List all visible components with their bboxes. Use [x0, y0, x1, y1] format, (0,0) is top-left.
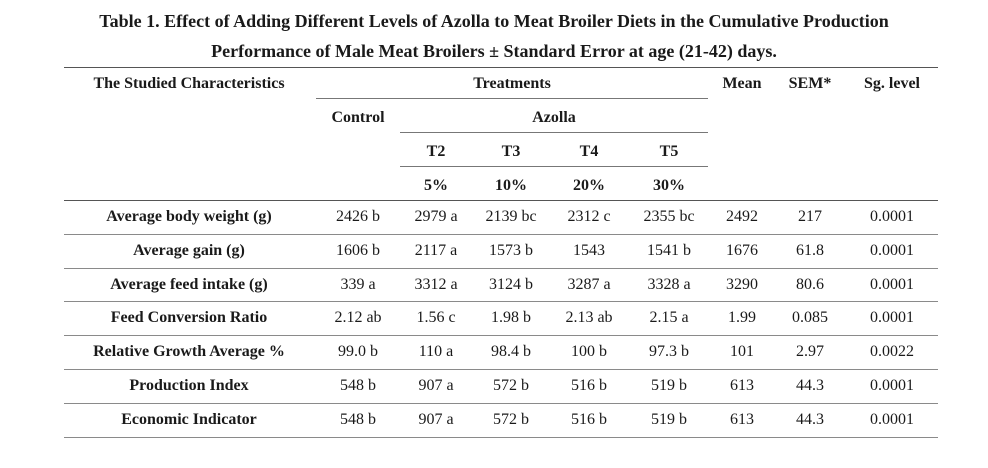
- header-level-3: 10%: [495, 177, 527, 194]
- cell-control: 99.0 b: [338, 343, 378, 360]
- cell-t4: 516 b: [571, 411, 607, 428]
- cell-sem: 0.085: [792, 309, 828, 326]
- cell-t4: 1543: [573, 242, 605, 259]
- caption-line-2: Performance of Male Meat Broilers ± Stan…: [211, 41, 777, 61]
- cell-sg-level: 0.0001: [870, 411, 914, 428]
- cell-mean: 613: [730, 411, 754, 428]
- cell-t3: 572 b: [493, 377, 529, 394]
- row-label: Relative Growth Average %: [93, 343, 285, 360]
- cell-mean: 101: [730, 343, 754, 360]
- row-divider: [64, 301, 938, 302]
- header-level-5: 30%: [653, 177, 685, 194]
- header-group-t2: T2: [426, 143, 446, 160]
- cell-t5: 3328 a: [647, 276, 691, 293]
- cell-t2: 907 a: [418, 411, 454, 428]
- cell-sg-level: 0.0001: [870, 377, 914, 394]
- cell-sg-level: 0.0001: [870, 208, 914, 225]
- cell-t3: 572 b: [493, 411, 529, 428]
- cell-t2: 1.56 c: [416, 309, 456, 326]
- cell-t3: 2139 bc: [485, 208, 537, 225]
- row-label: Average gain (g): [133, 242, 245, 259]
- cell-sem: 44.3: [796, 411, 824, 428]
- header-group-t3: T3: [501, 143, 521, 160]
- row-divider: [64, 268, 938, 269]
- cell-t4: 100 b: [571, 343, 607, 360]
- header-level-2: 5%: [424, 177, 448, 194]
- header-group-t5: T5: [659, 143, 679, 160]
- cell-mean: 3290: [726, 276, 758, 293]
- cell-sg-level: 0.0001: [870, 242, 914, 259]
- azolla-underline: [400, 132, 708, 133]
- cell-t5: 519 b: [651, 377, 687, 394]
- table-caption: Table 1. Effect of Adding Different Leve…: [0, 6, 988, 66]
- row-divider: [64, 335, 938, 336]
- header-sg-level: Sg. level: [864, 75, 920, 92]
- cell-control: 2426 b: [336, 208, 380, 225]
- cell-t2: 3312 a: [414, 276, 458, 293]
- cell-sem: 80.6: [796, 276, 824, 293]
- table-bottom-rule: [64, 437, 938, 438]
- cell-control: 1606 b: [336, 242, 380, 259]
- row-label: Production Index: [129, 377, 249, 394]
- header-control: Control: [331, 109, 385, 126]
- header-group-t4: T4: [579, 143, 599, 160]
- row-label: Economic Indicator: [121, 411, 257, 428]
- cell-t5: 519 b: [651, 411, 687, 428]
- cell-t5: 97.3 b: [649, 343, 689, 360]
- cell-t2: 907 a: [418, 377, 454, 394]
- cell-sg-level: 0.0001: [870, 309, 914, 326]
- row-label: Average feed intake (g): [110, 276, 268, 293]
- header-level-4: 20%: [573, 177, 605, 194]
- cell-mean: 2492: [726, 208, 758, 225]
- cell-control: 339 a: [340, 276, 376, 293]
- row-divider: [64, 234, 938, 235]
- cell-sg-level: 0.0001: [870, 276, 914, 293]
- cell-t2: 2979 a: [414, 208, 458, 225]
- cell-sg-level: 0.0022: [870, 343, 914, 360]
- cell-t3: 1573 b: [489, 242, 533, 259]
- treatments-underline: [316, 98, 708, 99]
- cell-control: 548 b: [340, 411, 376, 428]
- cell-sem: 2.97: [796, 343, 824, 360]
- cell-t5: 1541 b: [647, 242, 691, 259]
- cell-mean: 1676: [726, 242, 758, 259]
- cell-t3: 1.98 b: [491, 309, 531, 326]
- cell-sem: 44.3: [796, 377, 824, 394]
- row-divider: [64, 403, 938, 404]
- cell-t4: 2.13 ab: [565, 309, 613, 326]
- cell-t3: 98.4 b: [491, 343, 531, 360]
- cell-t5: 2.15 a: [649, 309, 689, 326]
- cell-sem: 61.8: [796, 242, 824, 259]
- caption-line-1: Table 1. Effect of Adding Different Leve…: [99, 11, 889, 31]
- cell-control: 548 b: [340, 377, 376, 394]
- cell-t5: 2355 bc: [643, 208, 695, 225]
- header-characteristics: The Studied Characteristics: [93, 75, 285, 92]
- header-azolla: Azolla: [532, 109, 576, 126]
- header-treatments: Treatments: [473, 75, 551, 92]
- cell-t3: 3124 b: [489, 276, 533, 293]
- header-mean: Mean: [722, 75, 762, 92]
- cell-control: 2.12 ab: [334, 309, 382, 326]
- cell-t4: 2312 c: [567, 208, 611, 225]
- cell-mean: 1.99: [728, 309, 756, 326]
- groups-underline: [400, 166, 708, 167]
- cell-t4: 516 b: [571, 377, 607, 394]
- header-sem: SEM*: [788, 75, 832, 92]
- cell-mean: 613: [730, 377, 754, 394]
- cell-t2: 2117 a: [414, 242, 458, 259]
- row-label: Average body weight (g): [106, 208, 272, 225]
- row-label: Feed Conversion Ratio: [110, 309, 268, 326]
- header-bottom-rule: [64, 200, 938, 201]
- table-top-rule: [64, 67, 938, 68]
- cell-t4: 3287 a: [567, 276, 611, 293]
- row-divider: [64, 369, 938, 370]
- cell-sem: 217: [798, 208, 822, 225]
- cell-t2: 110 a: [418, 343, 454, 360]
